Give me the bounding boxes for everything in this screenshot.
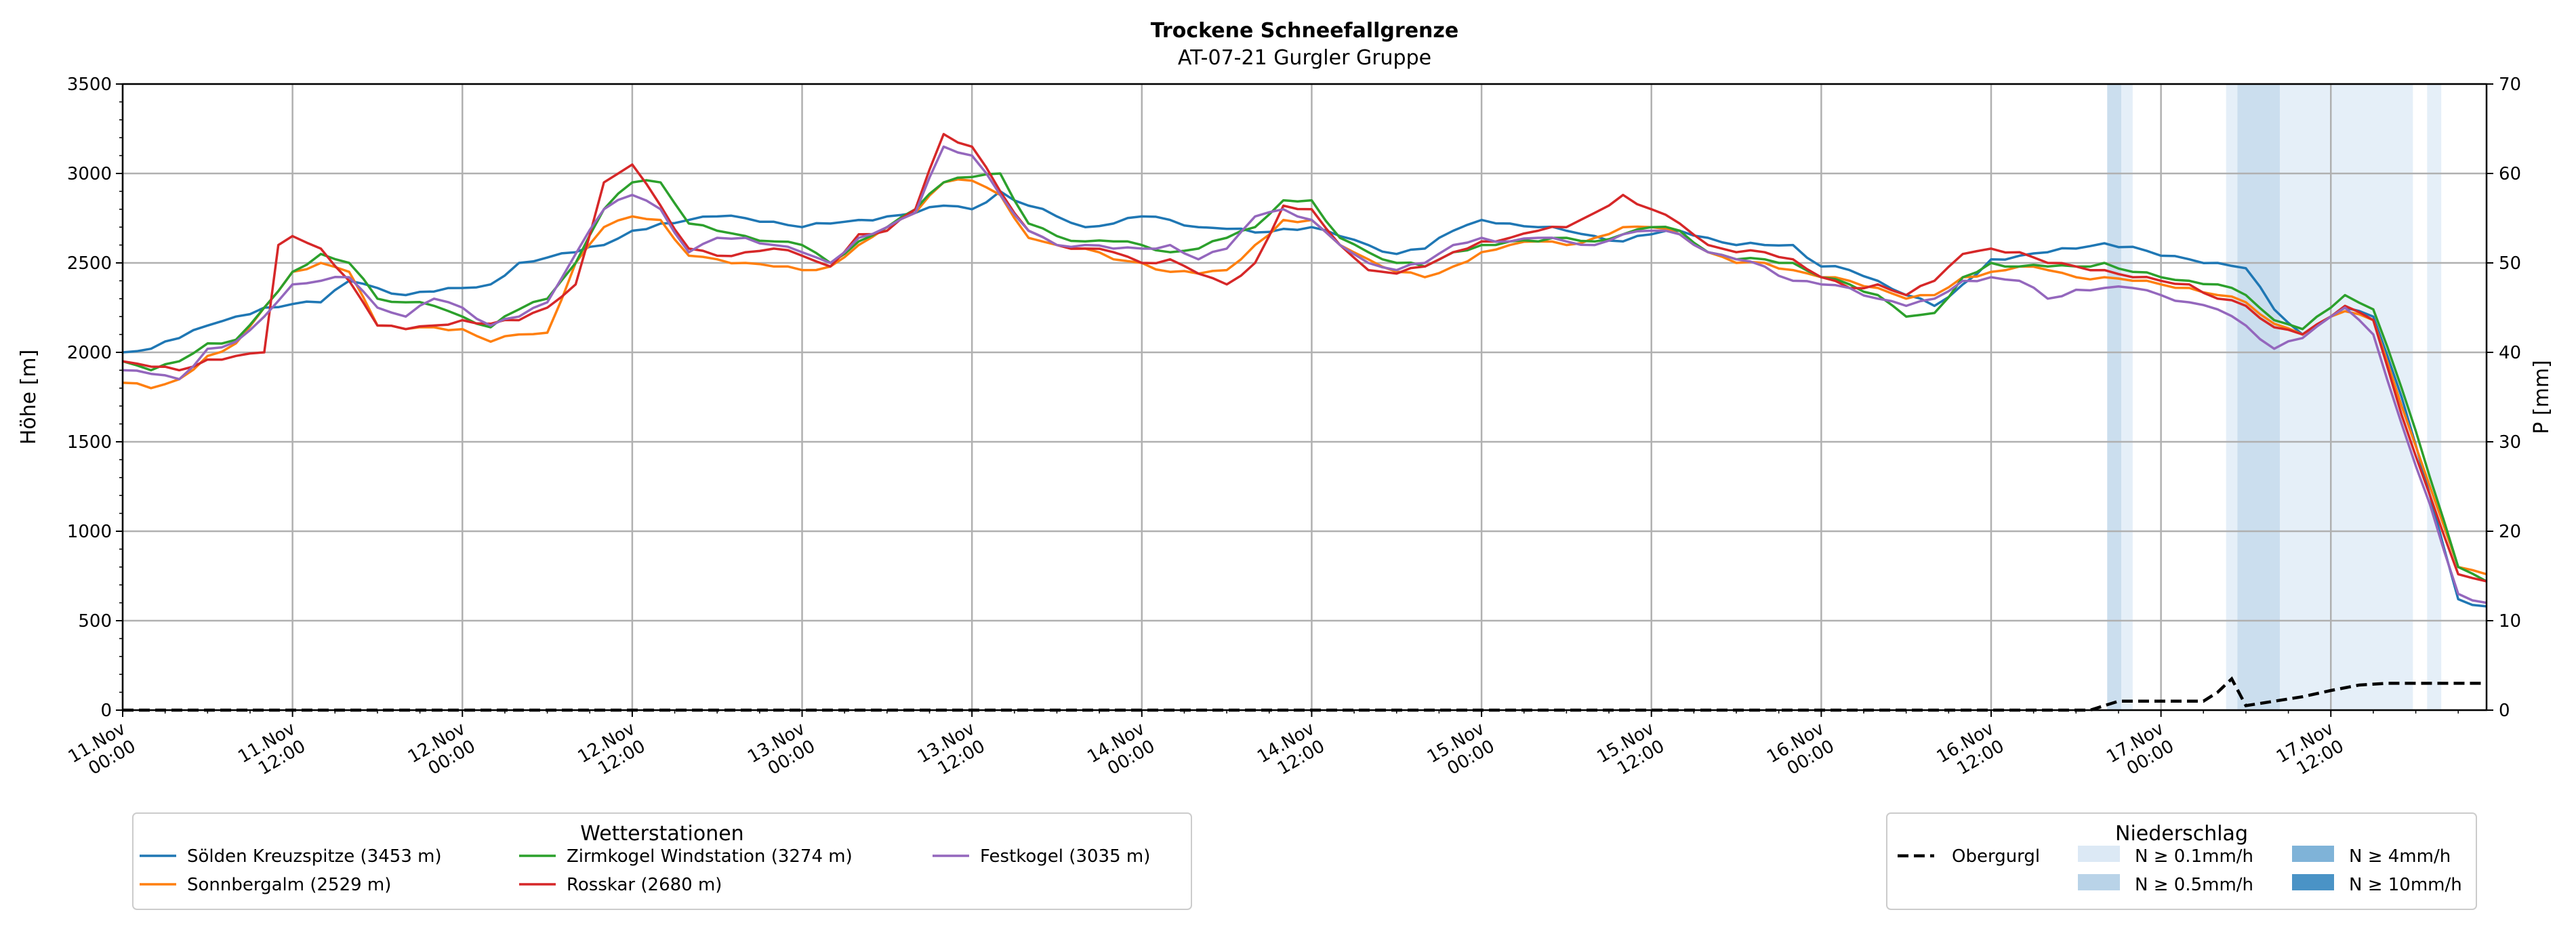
y-tick-label: 1000 (67, 522, 112, 542)
chart-subtitle: AT-07-21 Gurgler Gruppe (1178, 46, 1431, 70)
y-tick-label: 3500 (67, 75, 112, 95)
legend-precip-title: Niederschlag (2115, 822, 2248, 846)
series-line-0 (122, 190, 2487, 608)
legend-label-1: Sonnbergalm (2529 m) (187, 875, 391, 895)
precip-line (123, 676, 2487, 712)
y2-tick-label: 30 (2499, 432, 2521, 453)
y2-tick-label: 10 (2499, 611, 2521, 632)
legend-label-2: Zirmkogel Windstation (3274 m) (567, 846, 853, 867)
precip-band (2280, 84, 2413, 710)
precip-band (2107, 84, 2122, 710)
legend-stations-frame (132, 812, 1192, 910)
series-line-3 (122, 133, 2487, 583)
series-layer (122, 133, 2487, 608)
precip-band (2121, 84, 2133, 710)
legend-precip-items: Obergurgl N ≥ 0.1mm/h N ≥ 0.5mm/h N ≥ 4mm/h… (1898, 846, 2462, 895)
y2-axis-label: P [mm] (2530, 360, 2554, 434)
legend-precip-level-2: N ≥ 4mm/h (2349, 846, 2451, 867)
y-tick-label: 0 (100, 701, 112, 721)
y2-axis-ticks: 0 10 20 30 40 50 60 70 (2487, 75, 2521, 721)
legend-precip-level-0: N ≥ 0.1mm/h (2135, 846, 2253, 867)
precip-band (2237, 84, 2281, 710)
legend-precip-swatch-1 (2078, 874, 2120, 890)
legend-precip-swatch-3 (2292, 874, 2334, 890)
y-tick-label: 2500 (67, 253, 112, 274)
y2-tick-label: 50 (2499, 253, 2521, 274)
precip-bands (2107, 84, 2442, 710)
legend-label-3: Rosskar (2680 m) (567, 875, 722, 895)
series-line-2 (122, 172, 2487, 583)
legend-stations: Wetterstationen Sölden Kreuzspitze (3453… (132, 812, 1192, 910)
legend-label-0: Sölden Kreuzspitze (3453 m) (187, 846, 442, 867)
legend-precip-level-3: N ≥ 10mm/h (2349, 875, 2462, 895)
y-axis-label: Höhe [m] (17, 350, 41, 445)
legend-label-4: Festkogel (3035 m) (980, 846, 1150, 867)
legend-stations-items: Sölden Kreuzspitze (3453 m) Sonnbergalm (… (140, 846, 1150, 895)
plot-frame (121, 83, 2488, 711)
y-tick-label: 3000 (67, 164, 112, 184)
chart-title: Trockene Schneefallgrenze (1151, 19, 1458, 43)
legend-precip-label: Obergurgl (1952, 846, 2040, 867)
y-tick-label: 1500 (67, 432, 112, 453)
series-line-1 (122, 178, 2487, 576)
legend-precip-level-1: N ≥ 0.5mm/h (2135, 875, 2253, 895)
series-line-4 (122, 145, 2487, 604)
y-tick-label: 500 (78, 611, 112, 632)
y2-tick-label: 60 (2499, 164, 2521, 184)
y2-tick-label: 20 (2499, 522, 2521, 542)
precip-band (2226, 84, 2238, 710)
y2-tick-label: 40 (2499, 343, 2521, 363)
y-axis-ticks: 0 500 1000 1500 2000 2500 3000 3500 (67, 75, 123, 721)
y2-tick-label: 0 (2499, 701, 2510, 721)
legend-precip-swatch-0 (2078, 846, 2120, 862)
precip-band (2427, 84, 2442, 710)
legend-precip: Niederschlag Obergurgl N ≥ 0.1mm/h N ≥ 0.5… (1886, 812, 2477, 910)
y-tick-label: 2000 (67, 343, 112, 363)
legend-precip-swatch-2 (2292, 846, 2334, 862)
y2-tick-label: 70 (2499, 75, 2521, 95)
legend-stations-title: Wetterstationen (580, 822, 743, 846)
precip-layer (123, 676, 2487, 712)
